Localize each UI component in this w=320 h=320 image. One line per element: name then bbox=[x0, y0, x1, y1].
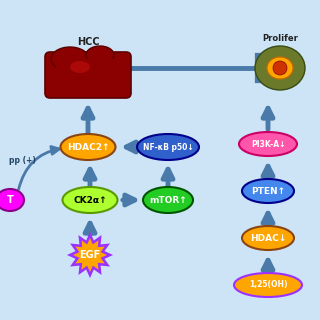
Text: CK2α↑: CK2α↑ bbox=[73, 196, 107, 204]
Text: HCC: HCC bbox=[77, 37, 99, 47]
Ellipse shape bbox=[70, 61, 90, 73]
Ellipse shape bbox=[239, 132, 297, 156]
Text: HDAC2↑: HDAC2↑ bbox=[67, 142, 109, 151]
Ellipse shape bbox=[62, 187, 117, 213]
Text: pp (+): pp (+) bbox=[9, 156, 36, 164]
Ellipse shape bbox=[242, 179, 294, 203]
Ellipse shape bbox=[51, 47, 89, 71]
Text: Prolifer: Prolifer bbox=[262, 34, 298, 43]
FancyBboxPatch shape bbox=[56, 59, 120, 93]
Ellipse shape bbox=[234, 273, 302, 297]
Text: NF-κB p50↓: NF-κB p50↓ bbox=[143, 142, 193, 151]
Text: HDAC↓: HDAC↓ bbox=[250, 234, 286, 243]
Ellipse shape bbox=[86, 46, 114, 64]
Text: 1,25(OH): 1,25(OH) bbox=[249, 281, 287, 290]
Text: PTEN↑: PTEN↑ bbox=[251, 187, 285, 196]
Ellipse shape bbox=[143, 187, 193, 213]
Ellipse shape bbox=[0, 189, 24, 211]
Ellipse shape bbox=[267, 57, 293, 79]
FancyBboxPatch shape bbox=[45, 52, 131, 98]
Ellipse shape bbox=[137, 134, 199, 160]
Polygon shape bbox=[70, 235, 110, 275]
Text: mTOR↑: mTOR↑ bbox=[149, 196, 187, 204]
Text: PI3K-A↓: PI3K-A↓ bbox=[251, 140, 285, 148]
Ellipse shape bbox=[60, 134, 116, 160]
Ellipse shape bbox=[255, 46, 305, 90]
Text: T: T bbox=[7, 195, 13, 205]
Ellipse shape bbox=[273, 61, 287, 75]
Text: EGF: EGF bbox=[79, 250, 100, 260]
Ellipse shape bbox=[242, 226, 294, 250]
